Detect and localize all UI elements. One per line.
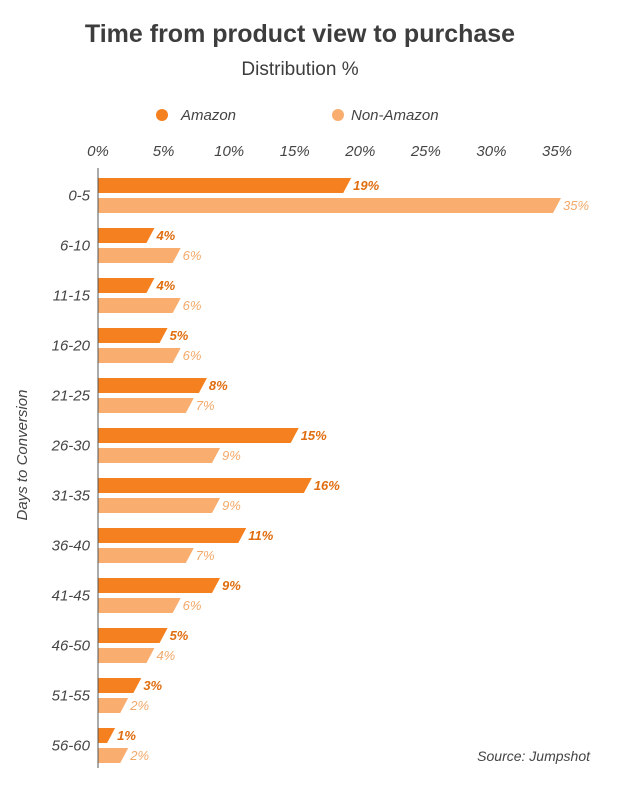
legend-label-amazon: Amazon	[180, 107, 236, 124]
y-category-label: 41-45	[52, 588, 91, 605]
data-label-amazon: 3%	[143, 678, 162, 693]
bar-non-amazon	[98, 198, 561, 213]
data-label-non-amazon: 6%	[183, 298, 202, 313]
data-labels: 19% 4% 4% 5% 8% 15% 16% 11% 9% 5% 3% 1% 35% 6% 6% 6% 7% 9…	[117, 178, 589, 763]
bar-amazon	[98, 178, 352, 193]
data-label-non-amazon: 9%	[222, 448, 241, 463]
bar-amazon	[98, 478, 312, 493]
bars	[98, 178, 561, 763]
legend-label-non-amazon: Non-Amazon	[351, 107, 439, 124]
x-tick-label: 5%	[153, 143, 175, 160]
data-label-non-amazon: 6%	[183, 348, 202, 363]
legend-swatch-amazon	[156, 109, 168, 121]
bar-non-amazon	[98, 648, 155, 663]
y-category-label: 26-30	[51, 438, 91, 455]
data-label-amazon: 1%	[117, 728, 136, 743]
data-label-amazon: 15%	[301, 428, 327, 443]
y-category-label: 56-60	[52, 738, 91, 755]
data-label-amazon: 5%	[170, 328, 189, 343]
data-label-non-amazon: 4%	[156, 648, 175, 663]
source-note: Source: Jumpshot	[477, 748, 591, 764]
data-label-amazon: 8%	[209, 378, 228, 393]
bar-non-amazon	[98, 398, 194, 413]
bar-amazon	[98, 728, 116, 743]
x-tick-label: 25%	[410, 143, 441, 160]
data-label-amazon: 16%	[314, 478, 340, 493]
chart-title: Time from product view to purchase	[85, 20, 515, 48]
data-label-amazon: 11%	[248, 528, 273, 543]
legend: Amazon Non-Amazon	[156, 107, 439, 124]
bar-non-amazon	[98, 348, 181, 363]
bar-amazon	[98, 378, 207, 393]
bar-non-amazon	[98, 748, 129, 763]
legend-swatch-non-amazon	[332, 109, 344, 121]
data-label-amazon: 4%	[155, 278, 175, 293]
data-label-non-amazon: 6%	[183, 248, 202, 263]
y-category-label: 51-55	[52, 688, 91, 705]
y-category-label: 16-20	[52, 338, 91, 355]
x-tick-label: 15%	[280, 143, 310, 160]
y-axis-categories: 0-5 6-10 11-15 16-20 21-25 26-30 31-35 36-40 41-…	[51, 188, 91, 755]
bar-amazon	[98, 428, 299, 443]
chart-subtitle: Distribution %	[241, 59, 358, 80]
y-category-label: 36-40	[52, 538, 91, 555]
data-label-amazon: 9%	[222, 578, 241, 593]
y-category-label: 0-5	[68, 188, 90, 205]
data-label-non-amazon: 7%	[196, 548, 215, 563]
data-label-non-amazon: 6%	[183, 598, 202, 613]
bar-amazon	[98, 678, 142, 693]
data-label-non-amazon: 35%	[563, 198, 589, 213]
bar-non-amazon	[98, 298, 181, 313]
legend-item-amazon: Amazon	[156, 107, 236, 124]
bar-amazon	[98, 628, 168, 643]
y-axis-label: Days to Conversion	[14, 390, 31, 521]
y-category-label: 31-35	[52, 488, 91, 505]
bar-amazon	[98, 278, 155, 293]
x-axis-ticks: 0% 5% 10% 15% 20% 25% 30% 35%	[87, 143, 572, 160]
data-label-non-amazon: 2%	[129, 698, 149, 713]
x-tick-label: 0%	[87, 143, 109, 160]
data-label-amazon: 19%	[353, 178, 379, 193]
legend-item-non-amazon: Non-Amazon	[332, 107, 439, 124]
data-label-non-amazon: 9%	[222, 498, 241, 513]
bar-amazon	[98, 228, 155, 243]
data-label-amazon: 4%	[155, 228, 175, 243]
data-label-non-amazon: 2%	[129, 748, 149, 763]
bar-non-amazon	[98, 548, 194, 563]
x-tick-label: 10%	[214, 143, 244, 160]
bar-amazon	[98, 528, 247, 543]
bar-non-amazon	[98, 498, 221, 513]
bar-non-amazon	[98, 598, 181, 613]
bar-amazon	[98, 328, 168, 343]
y-category-label: 21-25	[51, 388, 91, 405]
data-label-non-amazon: 7%	[196, 398, 215, 413]
x-tick-label: 20%	[344, 143, 375, 160]
bar-non-amazon	[98, 248, 181, 263]
bar-amazon	[98, 578, 221, 593]
bar-non-amazon	[98, 698, 129, 713]
data-label-amazon: 5%	[170, 628, 189, 643]
x-tick-label: 35%	[542, 143, 572, 160]
y-category-label: 6-10	[60, 238, 91, 255]
y-category-label: 11-15	[53, 288, 91, 305]
bar-non-amazon	[98, 448, 221, 463]
x-tick-label: 30%	[476, 143, 506, 160]
y-category-label: 46-50	[52, 638, 91, 655]
